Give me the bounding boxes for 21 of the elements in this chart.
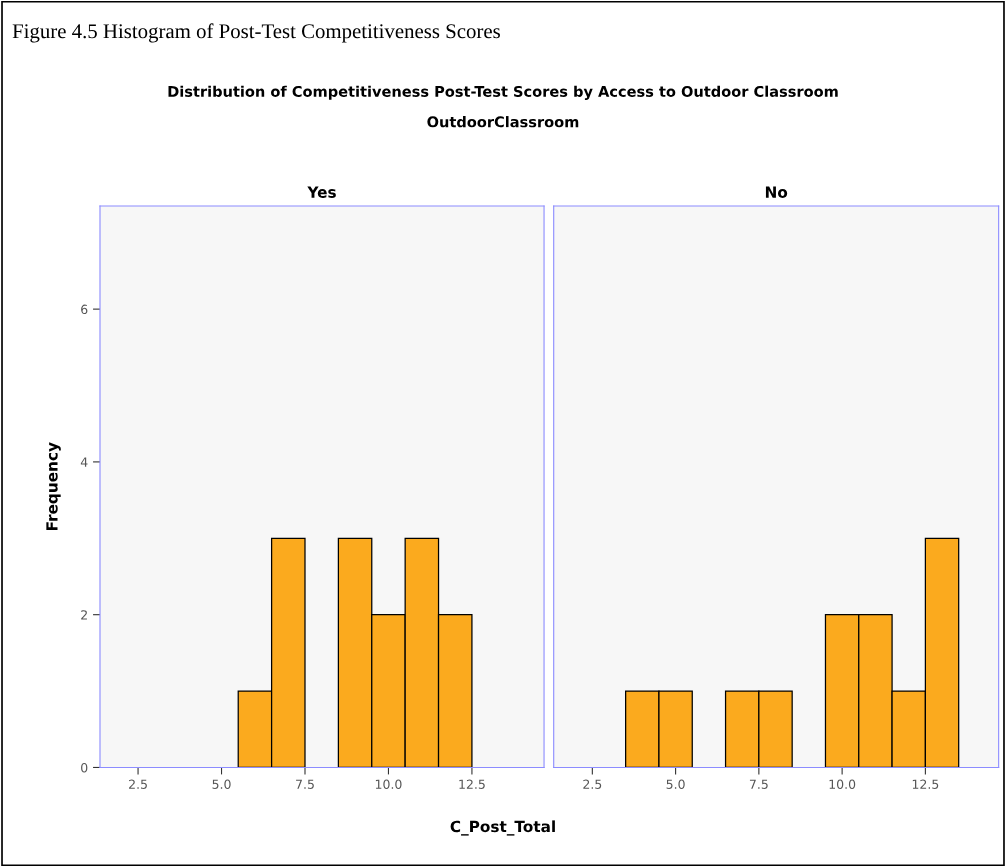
chart-title: Yes xyxy=(307,186,336,198)
text: OutdoorClassroom xyxy=(427,116,579,128)
x-tick-label: 10.0 xyxy=(375,779,402,789)
y-axis-title: Frequency xyxy=(46,442,61,531)
x-tick-label: 2.5 xyxy=(129,779,147,789)
y-tick-label: 0 xyxy=(81,762,88,773)
x-tick-label: 5.0 xyxy=(666,779,685,789)
chart-title: No xyxy=(765,186,788,198)
y-tick-label: 2 xyxy=(81,610,87,620)
y-tick-label: 6 xyxy=(81,304,88,315)
text: Distribution of Competitiveness Post-Test Scores by Access to Outdoor Classroom xyxy=(168,85,838,100)
x-tick-label: 5.0 xyxy=(212,779,231,789)
x-tick-label: 10.0 xyxy=(829,779,856,789)
x-tick-label: 12.5 xyxy=(912,779,939,789)
x-tick-label: 2.5 xyxy=(583,779,602,789)
y-tick-label: 4 xyxy=(80,457,88,467)
x-tick-label: 12.5 xyxy=(459,779,485,789)
caption: Figure 4.5 Histogram of Post-Test Competitiveness Scores xyxy=(12,23,500,43)
x-axis-title: C_Post_Total xyxy=(450,820,555,836)
x-tick-label: 7.5 xyxy=(749,779,768,789)
x-tick-label: 7.5 xyxy=(296,779,314,789)
